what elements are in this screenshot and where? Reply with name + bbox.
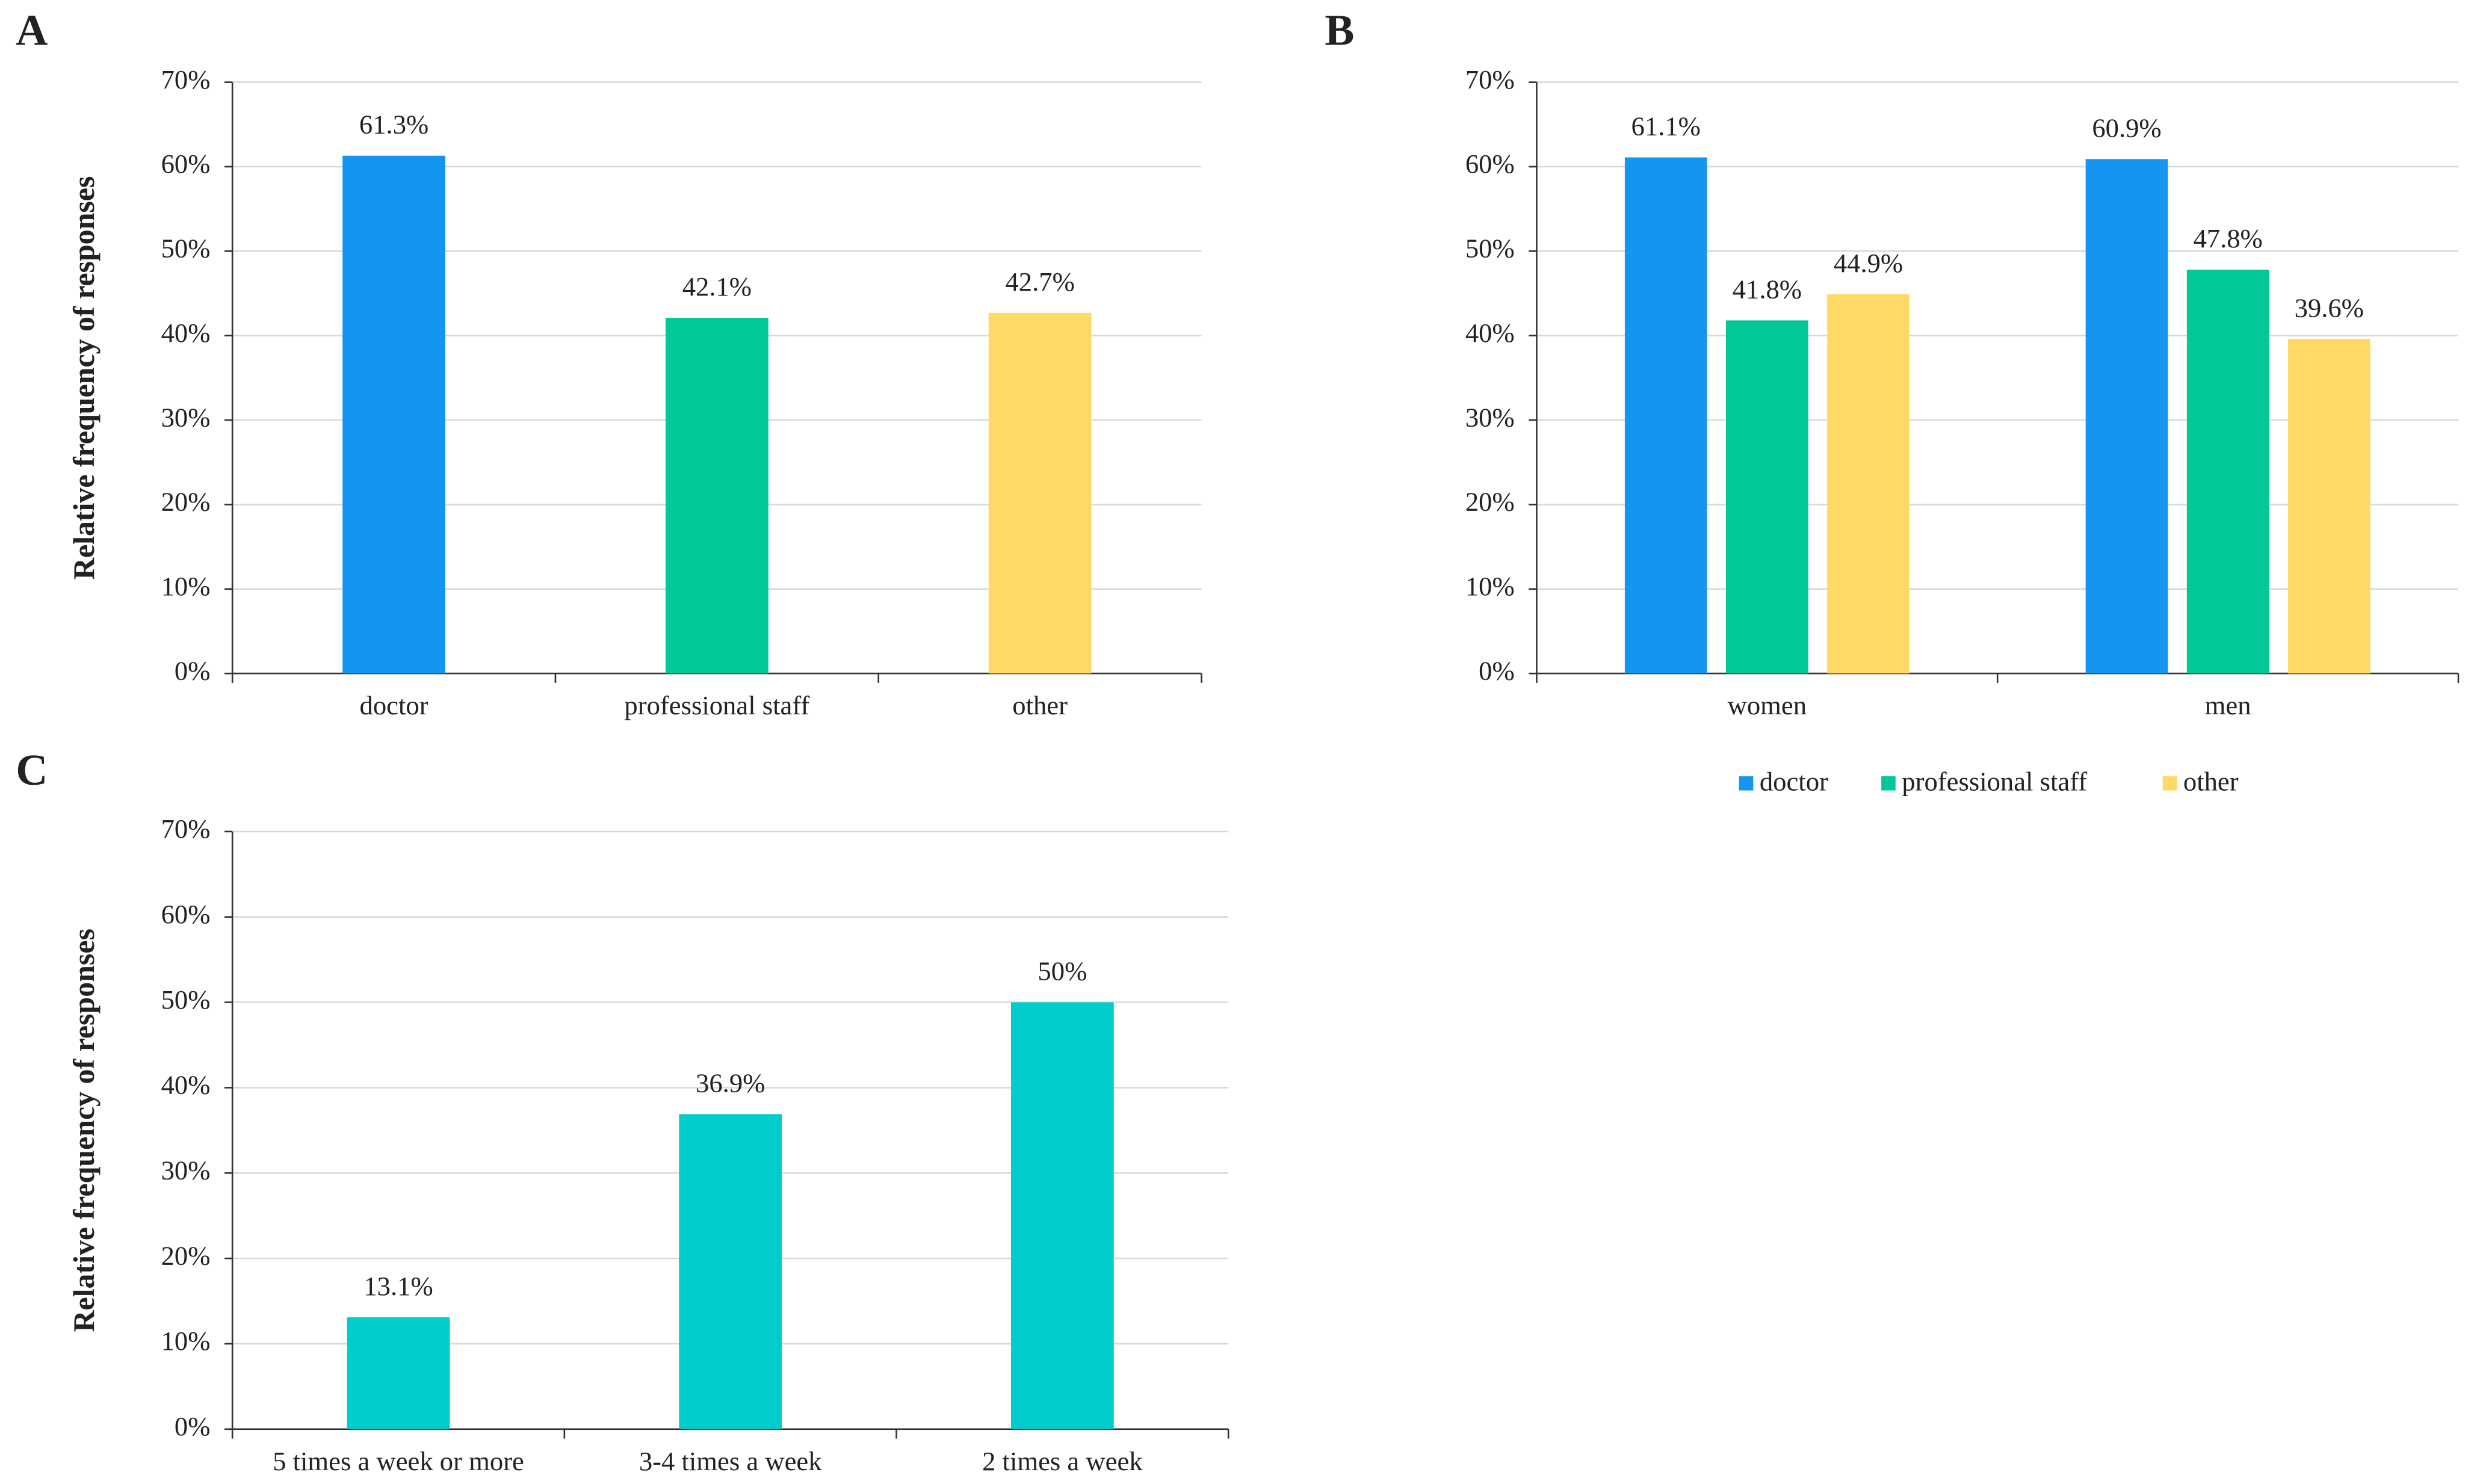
bar [342, 155, 445, 674]
x-tick-label: 5 times a week or more [273, 1446, 524, 1476]
legend-swatch [1739, 776, 1754, 791]
y-tick-label: 10% [161, 571, 211, 601]
legend-label: professional staff [1902, 766, 2087, 796]
y-tick-label: 50% [1465, 233, 1515, 264]
x-tick-label: 2 times a week [982, 1446, 1143, 1476]
y-tick-label: 40% [1465, 318, 1515, 348]
x-tick-label: men [2205, 690, 2251, 720]
y-tick-label: 30% [161, 1155, 211, 1186]
y-tick-label: 60% [161, 899, 211, 929]
legend-label: doctor [1760, 766, 1828, 796]
y-tick-label: 60% [1465, 149, 1515, 179]
value-label: 42.1% [682, 271, 752, 301]
bar [665, 318, 769, 674]
value-label: 50% [1038, 956, 1087, 986]
y-tick-label: 50% [161, 233, 211, 264]
panel-label: C [16, 745, 48, 794]
y-tick-label: 10% [161, 1326, 211, 1356]
y-tick-label: 30% [161, 402, 211, 432]
y-tick-label: 30% [1465, 402, 1515, 432]
x-tick-label: 3-4 times a week [639, 1446, 822, 1476]
y-tick-label: 60% [161, 149, 211, 179]
bar [1827, 294, 1910, 674]
x-tick-label: professional staff [624, 690, 809, 720]
y-tick-label: 0% [175, 655, 211, 685]
bar [1010, 1002, 1114, 1429]
value-label: 39.6% [2295, 292, 2364, 323]
y-tick-label: 40% [161, 318, 211, 348]
panel-label: A [16, 5, 48, 55]
y-tick-label: 0% [175, 1411, 211, 1441]
legend-label: other [2183, 766, 2239, 796]
y-tick-label: 40% [161, 1070, 211, 1100]
y-tick-label: 20% [161, 1240, 211, 1270]
value-label: 47.8% [2193, 223, 2262, 253]
y-axis-title: Relative frequency of responses [67, 929, 101, 1332]
y-tick-label: 70% [161, 64, 211, 94]
bar [679, 1114, 782, 1429]
y-tick-label: 70% [1465, 64, 1515, 94]
value-label: 42.7% [1005, 267, 1074, 297]
value-label: 61.1% [1631, 111, 1701, 141]
legend-swatch [1881, 776, 1896, 791]
y-tick-label: 10% [1465, 571, 1515, 601]
x-tick-label: women [1728, 690, 1807, 720]
value-label: 36.9% [696, 1068, 765, 1098]
bar [347, 1317, 450, 1429]
y-axis-title: Relative frequency of responses [67, 176, 101, 580]
value-label: 13.1% [363, 1271, 433, 1301]
value-label: 44.9% [1834, 248, 1903, 278]
bar [2287, 339, 2370, 674]
value-label: 60.9% [2092, 113, 2161, 143]
bar [2085, 159, 2168, 674]
y-tick-label: 50% [161, 985, 211, 1015]
value-label: 61.3% [359, 110, 428, 140]
bar [1624, 157, 1707, 674]
y-tick-label: 70% [161, 814, 211, 844]
x-tick-label: other [1012, 690, 1068, 720]
y-tick-label: 0% [1479, 655, 1515, 685]
value-label: 41.8% [1733, 274, 1802, 304]
x-tick-label: doctor [360, 690, 428, 720]
bar [2186, 270, 2269, 674]
bar [1726, 320, 1808, 674]
y-axis-title: Relative frequency of responses [67, 176, 101, 580]
y-tick-label: 20% [1465, 487, 1515, 517]
y-tick-label: 20% [161, 487, 211, 517]
bar [988, 312, 1092, 674]
legend-swatch [2162, 776, 2177, 791]
panel-label: B [1325, 5, 1354, 55]
